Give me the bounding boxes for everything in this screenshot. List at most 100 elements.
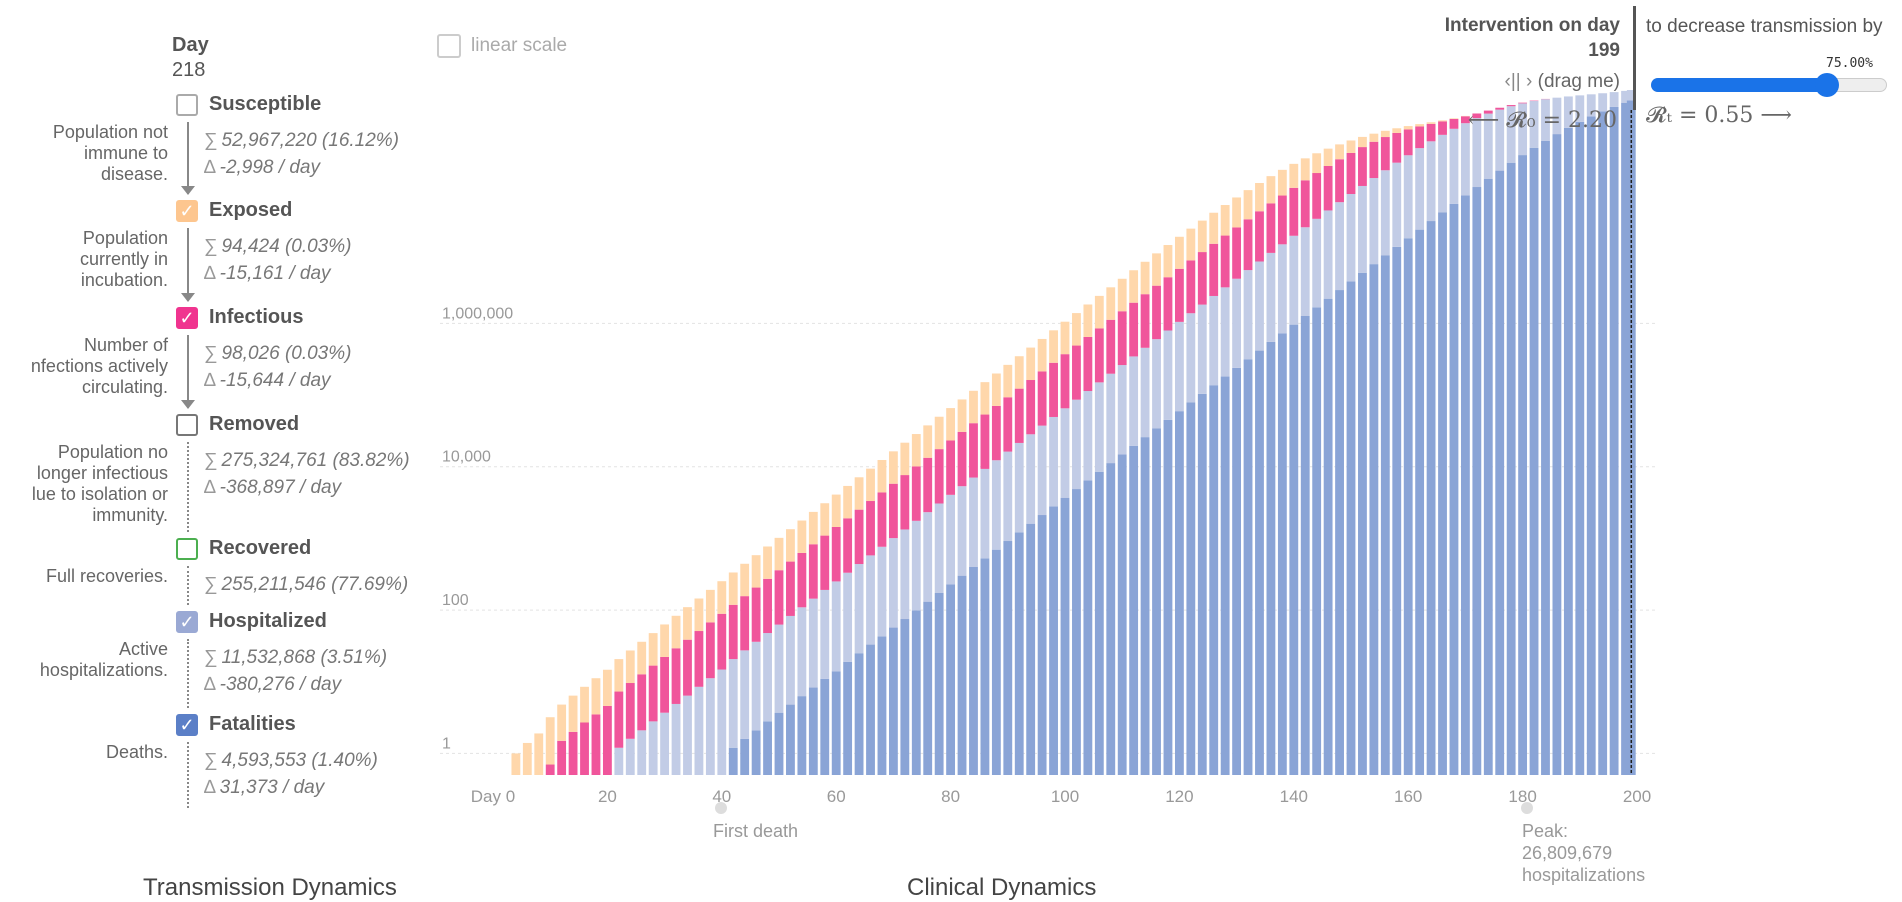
bar-hospitalized [614, 748, 623, 775]
peak-label-line-3: hospitalizations [1522, 864, 1645, 886]
bar-hospitalized [958, 486, 967, 575]
y-tick-label: 100 [442, 592, 469, 609]
bar-infectious [614, 692, 623, 748]
bar-fatalities [1278, 333, 1287, 775]
bar-infectious [637, 674, 646, 730]
bar-exposed [1347, 140, 1356, 152]
bar-exposed [1415, 124, 1424, 126]
bar-infectious [923, 458, 932, 512]
bar-hospitalized [1610, 92, 1619, 107]
bar-infectious [1369, 142, 1378, 178]
bar-exposed [626, 650, 635, 683]
bar-exposed [843, 486, 852, 518]
bar-hospitalized [1324, 210, 1333, 298]
bar-fatalities [1255, 351, 1264, 775]
bar-infectious [1164, 277, 1173, 330]
intervention-drag-handle[interactable]: ‹|| › (drag me) [1505, 71, 1620, 93]
bar-exposed [809, 512, 818, 544]
bar-exposed [752, 555, 761, 587]
bar-exposed [946, 408, 955, 440]
bar-exposed [1106, 287, 1115, 319]
bar-fatalities [1301, 316, 1310, 775]
bar-hospitalized [797, 607, 806, 696]
bar-fatalities [1484, 179, 1493, 775]
bar-exposed [649, 633, 658, 665]
x-tick-label: 160 [1394, 787, 1422, 806]
bar-infectious [1003, 397, 1012, 451]
transmission-percent-label: 75.00% [1826, 56, 1873, 71]
bar-hospitalized [1347, 194, 1356, 281]
bar-hospitalized [1003, 452, 1012, 541]
bar-exposed [935, 417, 944, 449]
bar-exposed [889, 451, 898, 483]
bar-infectious [1289, 188, 1298, 236]
bar-infectious [820, 536, 829, 590]
bar-fatalities [843, 662, 852, 775]
bar-fatalities [1198, 394, 1207, 775]
bar-hospitalized [820, 590, 829, 679]
bar-exposed [1118, 279, 1127, 311]
x-tick-label: 120 [1165, 787, 1193, 806]
bar-infectious [981, 415, 990, 469]
bar-infectious [1026, 380, 1035, 434]
bar-hospitalized [786, 616, 795, 705]
bar-exposed [912, 434, 921, 466]
bar-infectious [706, 622, 715, 678]
bar-fatalities [1553, 134, 1562, 775]
bar-infectious [1438, 121, 1447, 134]
bar-exposed [1392, 128, 1401, 133]
bar-fatalities [1095, 472, 1104, 775]
bar-infectious [1335, 159, 1344, 202]
bar-exposed [1186, 229, 1195, 261]
bar-exposed [1255, 183, 1264, 211]
bar-infectious [889, 484, 898, 538]
bar-exposed [878, 460, 887, 492]
bar-fatalities [1175, 411, 1184, 775]
bar-infectious [626, 683, 635, 739]
bar-exposed [1152, 253, 1161, 285]
peak-label: Peak: 26,809,679 hospitalizations [1522, 820, 1645, 886]
decrease-transmission-label: to decrease transmission by [1646, 15, 1896, 39]
bar-exposed [900, 443, 909, 475]
bar-fatalities [1038, 515, 1047, 775]
transmission-dynamics-title: Transmission Dynamics [143, 874, 397, 902]
bar-fatalities [1209, 385, 1218, 775]
bar-exposed [1289, 164, 1298, 188]
bar-fatalities [1312, 307, 1321, 775]
bar-infectious [763, 579, 772, 633]
bar-exposed [1221, 205, 1230, 236]
bar-infectious [775, 570, 784, 624]
bar-fatalities [1129, 446, 1138, 775]
bar-exposed [1015, 356, 1024, 388]
bar-exposed [832, 495, 841, 527]
bar-infectious [1301, 180, 1310, 227]
bar-exposed [637, 642, 646, 675]
bar-fatalities [1186, 403, 1195, 775]
bar-hospitalized [1450, 129, 1459, 204]
bar-fatalities [775, 713, 784, 775]
bar-infectious [1324, 166, 1333, 210]
bar-hospitalized [1015, 443, 1024, 532]
transmission-slider-fill [1651, 78, 1827, 92]
bar-fatalities [1015, 532, 1024, 775]
bar-exposed [1003, 365, 1012, 397]
bar-infectious [1278, 196, 1287, 245]
bar-hospitalized [992, 460, 1001, 549]
bar-infectious [1198, 252, 1207, 305]
bar-hospitalized [1152, 339, 1161, 428]
bar-infectious [740, 596, 749, 650]
bar-exposed [511, 753, 520, 775]
bar-infectious [1175, 269, 1184, 322]
bar-fatalities [752, 730, 761, 775]
bar-hospitalized [912, 521, 921, 611]
bar-exposed [557, 705, 566, 741]
bar-fatalities [1049, 506, 1058, 775]
bar-infectious [660, 657, 669, 713]
bar-hospitalized [900, 529, 909, 619]
bar-infectious [672, 648, 681, 704]
bar-infectious [1392, 133, 1401, 163]
bar-infectious [935, 449, 944, 503]
transmission-slider-knob[interactable] [1815, 73, 1839, 97]
bar-fatalities [1507, 163, 1516, 775]
bar-fatalities [958, 576, 967, 775]
